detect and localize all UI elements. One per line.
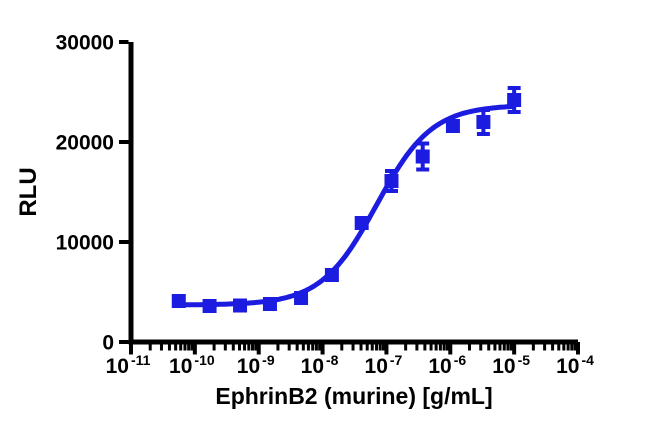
data-point-marker [354,216,369,230]
y-tick-label: 30000 [56,32,114,55]
data-point-marker [233,298,248,313]
x-tick-label: 10 -6 [428,352,466,378]
data-point-marker [324,268,339,282]
y-tick-label: 10000 [56,232,114,255]
y-tick-label: 20000 [56,132,114,155]
x-tick-label: 10 -7 [365,352,403,378]
axes: 0 10000 20000 30000 10 -11 10 -10 10 -9 10 -8 10 -7 10… [56,32,595,379]
x-tick-label: 10 -11 [106,352,151,378]
x-tick-label: 10 -5 [492,352,530,378]
data-point-marker [507,93,522,107]
x-tick-label: 10 -4 [556,352,594,378]
x-axis-title: EphrinB2 (murine) [g/mL] [215,383,492,409]
y-tick-label: 0 [102,332,114,355]
data-point-marker [415,149,430,164]
data-point-marker [384,174,399,188]
data-point-marker [202,299,217,313]
data-point-marker [294,291,309,305]
fit-curve [176,103,517,308]
x-tick-label: 10 -10 [169,352,215,378]
data-point-marker [171,294,186,308]
data-point-marker [262,297,277,311]
data-point-marker [445,119,460,133]
x-tick-label: 10 -9 [237,352,275,378]
data-series [171,86,522,313]
y-axis-title: RLU [15,167,42,216]
data-point-marker [476,115,491,129]
x-tick-label: 10 -8 [301,352,339,378]
